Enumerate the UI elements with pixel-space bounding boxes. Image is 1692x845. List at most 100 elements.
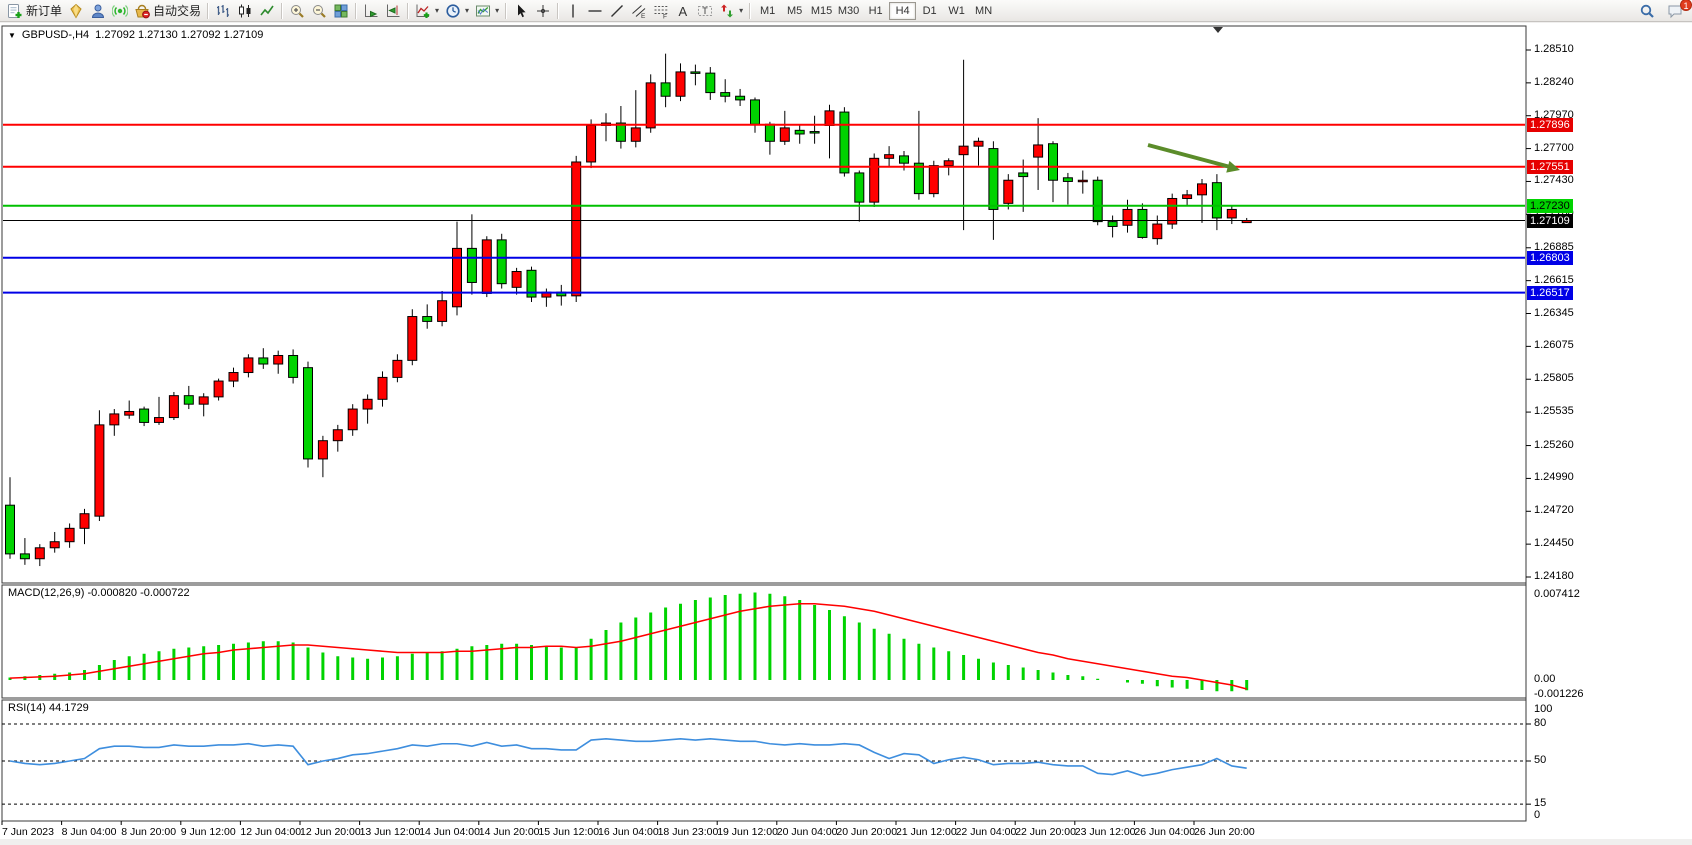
timeframe-w1-button[interactable]: W1 [948, 4, 965, 17]
timeframe-m30-button[interactable]: M30 [837, 4, 860, 17]
search-button[interactable] [1636, 1, 1658, 21]
quote-values: 1.27092 1.27130 1.27092 1.27109 [95, 29, 264, 41]
candle-body [362, 398, 373, 410]
dropdown-caret-icon[interactable]: ▾ [465, 6, 470, 15]
profile-button[interactable] [87, 1, 109, 21]
cursor-button[interactable] [510, 1, 532, 21]
candle-body [347, 408, 358, 431]
autotrade-button[interactable]: 自动交易 [131, 1, 204, 21]
timeframe-d1-button[interactable]: D1 [922, 4, 937, 17]
candle-body [154, 417, 164, 423]
zoom-in-button[interactable] [286, 1, 308, 21]
candle-body [1033, 144, 1044, 158]
candle-body [213, 380, 224, 398]
time-axis-label: 12 Jun 04:00 [240, 826, 302, 838]
periods-button[interactable]: ▾ [442, 1, 472, 21]
price-level-badge: 1.27896 [1527, 117, 1573, 132]
arrows-button[interactable]: ▾ [716, 1, 746, 21]
line-chart-icon [260, 5, 274, 15]
zoom-out-button[interactable] [308, 1, 330, 21]
chart-shift-button[interactable] [382, 1, 404, 21]
candle-body [1107, 221, 1118, 227]
candle-body [809, 131, 820, 134]
candle-body [422, 316, 433, 322]
candle-body [1018, 172, 1029, 178]
new-order-icon [8, 3, 22, 18]
price-level-badge: 1.27230 [1527, 198, 1573, 213]
dropdown-caret-icon[interactable]: ▾ [495, 6, 500, 15]
candle-body [779, 127, 790, 142]
dropdown-caret-icon[interactable]: ▾ [435, 6, 440, 15]
quote-bar[interactable]: ▼ GBPUSD-,H4 1.27092 1.27130 1.27092 1.2… [8, 29, 263, 41]
candle-body [586, 124, 597, 163]
new-order-button[interactable]: 新订单 [4, 1, 65, 21]
time-axis-label: 8 Jun 20:00 [121, 826, 177, 838]
candle-body [839, 111, 850, 174]
chat-button[interactable]: 1 [1664, 0, 1692, 21]
rsi-axis-label: 50 [1534, 754, 1547, 766]
vertical-line-button[interactable] [562, 1, 584, 21]
symbol-dropdown-icon[interactable]: ▼ [8, 30, 16, 40]
candle-body [899, 155, 909, 164]
macd-axis-min-label: -0.001226 [1534, 688, 1584, 700]
crosshair-button[interactable] [532, 1, 554, 21]
bar-chart-button[interactable] [212, 1, 234, 21]
chart-canvas[interactable] [0, 23, 1692, 839]
candle-body [735, 95, 746, 101]
timeframe-mn-button[interactable]: MN [975, 4, 993, 17]
timeframe-h1-button[interactable]: H1 [868, 4, 883, 17]
timeframe-m1-button[interactable]: M1 [759, 4, 776, 17]
candle-body [1003, 179, 1014, 204]
trendline-button[interactable] [606, 1, 628, 21]
price-level-badge: 1.27109 [1527, 213, 1573, 228]
candle-body [109, 413, 120, 426]
horizontal-line-button[interactable] [584, 1, 606, 21]
auto-scroll-button[interactable] [360, 1, 382, 21]
candle-body [1197, 183, 1207, 196]
indicators-button[interactable]: ▾ [412, 1, 442, 21]
toolbar-group-1: 新订单 自动交易 [4, 0, 204, 22]
candle-body [675, 71, 686, 97]
line-chart-button[interactable] [256, 1, 278, 21]
time-axis-label: 20 Jun 20:00 [836, 826, 898, 838]
indicators-icon [416, 4, 430, 18]
signal-button[interactable] [109, 1, 131, 21]
arrows-icon [721, 4, 734, 17]
crystal-button[interactable] [65, 1, 87, 21]
time-axis-label: 26 Jun 20:00 [1194, 826, 1255, 838]
timeframe-h4-button[interactable]: H4 [889, 1, 917, 20]
search-icon [1640, 4, 1654, 18]
candle-body [794, 129, 805, 135]
text-label-button[interactable]: T [694, 1, 716, 21]
candle-body [615, 122, 626, 142]
profile-icon [92, 4, 105, 18]
rsi-label: RSI(14) 44.1729 [8, 702, 89, 714]
toolbar-separator [355, 2, 358, 19]
candle-body [720, 92, 731, 97]
axis-background [1526, 26, 1690, 821]
candle-body [690, 71, 701, 74]
candle-body [273, 354, 284, 365]
text-button[interactable]: A [672, 1, 694, 21]
candle-body [168, 395, 179, 419]
dropdown-caret-icon[interactable]: ▾ [739, 6, 744, 15]
candle-body [19, 553, 30, 560]
timeframe-m15-button[interactable]: M15 [810, 4, 833, 17]
candle-body [288, 354, 299, 378]
candle-body [1167, 197, 1178, 225]
candle-body [243, 357, 254, 374]
candle-body [511, 271, 522, 288]
channel-button[interactable]: E [628, 1, 650, 21]
candle-body [124, 410, 135, 416]
candle-chart-button[interactable] [234, 1, 256, 21]
price-axis-label: 1.26615 [1534, 273, 1574, 286]
candle-body [1137, 208, 1148, 238]
vertical-line-icon [572, 4, 574, 17]
fibonacci-button[interactable]: F [650, 1, 672, 21]
svg-text:F: F [663, 13, 667, 19]
toolbar-separator [407, 2, 410, 19]
templates-button[interactable]: ▾ [472, 1, 502, 21]
tile-windows-button[interactable] [330, 1, 352, 21]
timeframe-m5-button[interactable]: M5 [786, 4, 803, 17]
svg-text:E: E [641, 12, 646, 18]
